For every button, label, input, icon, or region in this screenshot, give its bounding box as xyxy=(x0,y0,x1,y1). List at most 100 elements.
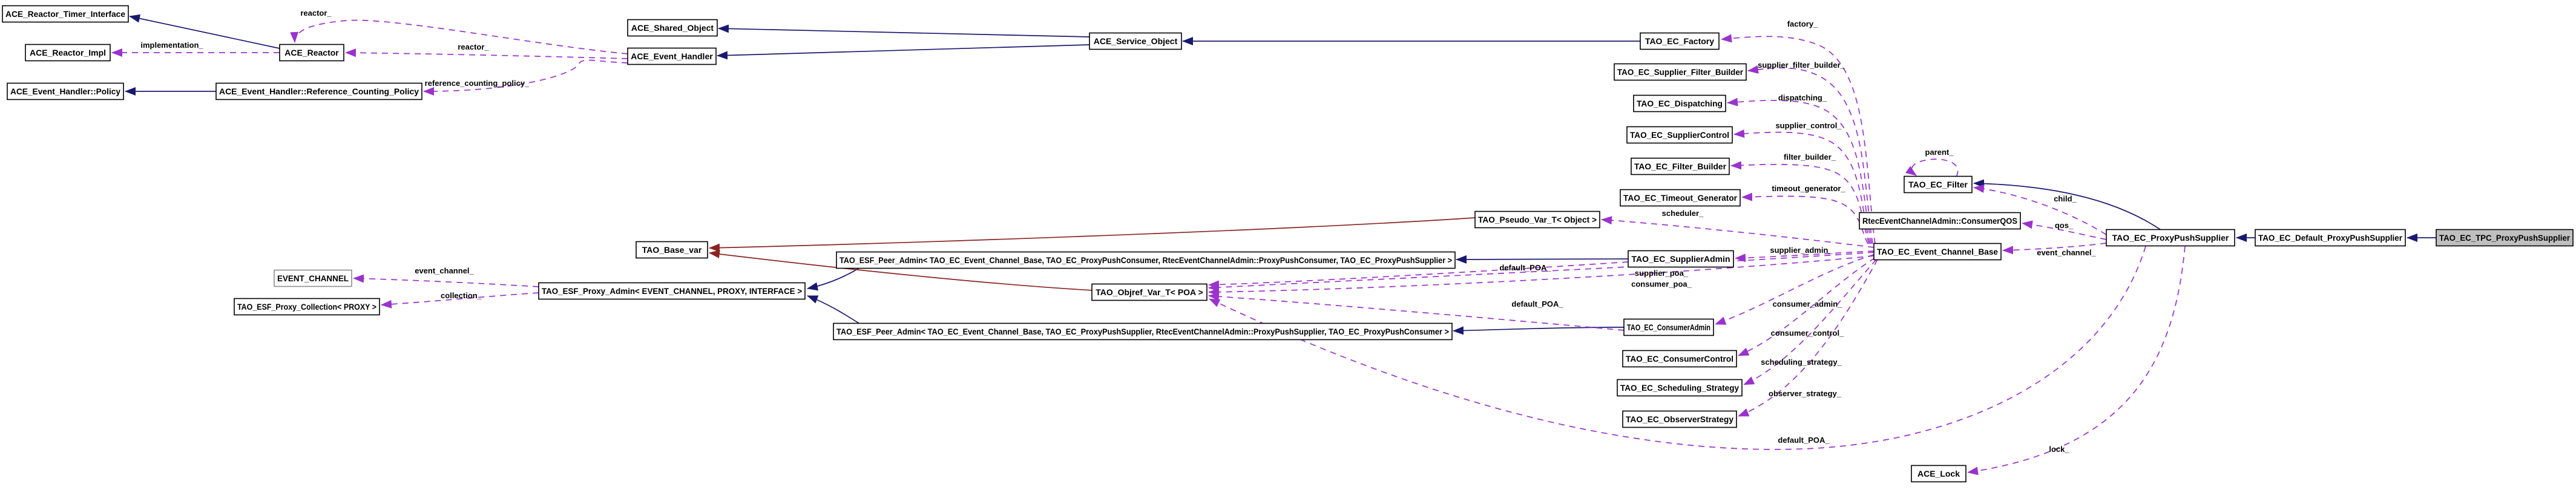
class-node-ace-lock[interactable]: ACE_Lock xyxy=(1911,465,1966,483)
class-node-box xyxy=(833,322,1453,341)
node-layer: ACE_Reactor_Timer_Interface ACE_Reactor_I… xyxy=(2,5,2574,483)
edge-label-collection: collection_ xyxy=(441,291,482,300)
class-node-label: TAO_EC_Filter xyxy=(1908,180,1968,189)
edge-label-child: child_ xyxy=(2054,194,2077,203)
class-node-tao-ec-suppliercontrol[interactable]: TAO_EC_SupplierControl xyxy=(1626,126,1733,144)
edge-label-timeout-generator: timeout_generator_ xyxy=(1772,184,1845,193)
class-node-box xyxy=(1089,32,1182,50)
class-node-box xyxy=(1873,243,2002,261)
class-node-box xyxy=(1614,63,1747,81)
edge-label-supplier-admin: supplier_admin_ xyxy=(1770,246,1833,255)
class-node-box xyxy=(627,47,717,65)
class-node-label: TAO_Objref_Var_T< POA > xyxy=(1096,287,1203,297)
class-node-box xyxy=(1626,126,1733,144)
class-node-tao-ec-filter-builder[interactable]: TAO_EC_Filter_Builder xyxy=(1631,157,1730,175)
class-node-box xyxy=(7,82,124,100)
class-node-tao-pseudo-var-t-object[interactable]: TAO_Pseudo_Var_T< Object > xyxy=(1474,211,1600,229)
class-node-tao-ec-proxypushsupplier[interactable]: TAO_EC_ProxyPushSupplier xyxy=(2106,229,2235,247)
edge-label-qos: qos_ xyxy=(2055,221,2074,230)
edge-label-event-channel: event_channel_ xyxy=(2037,248,2096,257)
uses-edge xyxy=(1738,259,1878,417)
class-node-tao-ec-scheduling-strategy[interactable]: TAO_EC_Scheduling_Strategy xyxy=(1617,379,1743,397)
edge-label-factory: factory_ xyxy=(1787,19,1818,28)
class-node-ace-reactor-impl[interactable]: ACE_Reactor_Impl xyxy=(25,44,111,62)
uses-edge xyxy=(1730,161,1870,244)
class-node-label: TAO_EC_ProxyPushSupplier xyxy=(2112,233,2229,243)
class-node-box xyxy=(25,44,111,62)
edge-label-supplier-poa: supplier_poa_ xyxy=(1635,269,1689,278)
class-node-label: TAO_EC_ConsumerAdmin xyxy=(1627,322,1710,332)
class-node-label: TAO_ESF_Proxy_Admin< EVENT_CHANNEL, PROX… xyxy=(542,286,802,296)
class-node-box xyxy=(636,241,708,259)
class-node-box xyxy=(1617,379,1743,397)
class-node-label: TAO_EC_Filter_Builder xyxy=(1634,162,1727,171)
template-edge xyxy=(709,250,1093,291)
class-node-tao-ec-default-proxypushsupplier[interactable]: TAO_EC_Default_ProxyPushSupplier xyxy=(2255,229,2406,247)
class-node-label: TAO_EC_Default_ProxyPushSupplier xyxy=(2258,233,2403,243)
class-node-label: TAO_Pseudo_Var_T< Object > xyxy=(1478,215,1597,224)
class-node-rtec-eventchanneladmin-consumerqos[interactable]: RtecEventChannelAdmin::ConsumerQOS xyxy=(1859,212,2021,230)
class-node-tao-ec-dispatching[interactable]: TAO_EC_Dispatching xyxy=(1633,94,1726,113)
class-node-box xyxy=(1631,157,1730,175)
class-node-label: RtecEventChannelAdmin::ConsumerQOS xyxy=(1862,216,2017,226)
class-node-tao-ec-filter[interactable]: TAO_EC_Filter xyxy=(1904,175,1973,194)
class-node-label: TAO_EC_Event_Channel_Base xyxy=(1877,247,1998,256)
edge-label-observer-strategy: observer_strategy_ xyxy=(1769,389,1842,398)
uses-edge xyxy=(1733,129,1871,244)
class-node-tao-esf-peer-admin-consumer[interactable]: TAO_ESF_Peer_Admin< TAO_EC_Event_Channel… xyxy=(836,251,1456,269)
class-node-ace-reactor[interactable]: ACE_Reactor xyxy=(279,44,344,62)
class-node-tao-ec-observerstrategy[interactable]: TAO_EC_ObserverStrategy xyxy=(1622,410,1737,428)
class-node-tao-ec-consumeradmin[interactable]: TAO_EC_ConsumerAdmin xyxy=(1623,318,1714,336)
class-node-label: ACE_Reactor_Timer_Interface xyxy=(5,9,125,19)
edge-label-reference-counting-policy: reference_counting_policy_ xyxy=(425,79,530,88)
class-node-box xyxy=(1904,175,1973,194)
class-node-label: ACE_Event_Handler xyxy=(631,51,713,61)
class-node-label: TAO_EC_SupplierAdmin xyxy=(1631,254,1730,264)
inherit-edge xyxy=(1973,179,2161,230)
inherit-edge xyxy=(717,44,1090,60)
edge-label-supplier-filter-builder: supplier_filter_builder_ xyxy=(1758,60,1845,70)
uses-edge xyxy=(1735,250,1874,263)
class-node-ace-event-handler[interactable]: ACE_Event_Handler xyxy=(627,47,717,65)
class-node-ace-reactor-timer-interface[interactable]: ACE_Reactor_Timer_Interface xyxy=(2,5,129,23)
edge-label-default-POA: default_POA_ xyxy=(1499,263,1551,272)
class-node-tao-ec-factory[interactable]: TAO_EC_Factory xyxy=(1640,32,1720,50)
class-node-label: TAO_ESF_Proxy_Collection< PROXY > xyxy=(237,302,376,312)
class-node-ace-event-handler-policy[interactable]: ACE_Event_Handler::Policy xyxy=(7,82,124,100)
class-node-label: TAO_EC_Factory xyxy=(1645,36,1714,46)
class-node-label: TAO_EC_ConsumerControl xyxy=(1626,354,1733,364)
class-node-tao-ec-consumercontrol[interactable]: TAO_EC_ConsumerControl xyxy=(1622,350,1737,368)
class-node-tao-objref-var-t-poa[interactable]: TAO_Objref_Var_T< POA > xyxy=(1091,283,1208,301)
uses-edge xyxy=(1727,97,1872,244)
class-node-tao-ec-supplieradmin[interactable]: TAO_EC_SupplierAdmin xyxy=(1628,250,1734,268)
class-node-label: TAO_EC_Scheduling_Strategy xyxy=(1620,383,1739,393)
class-node-label: TAO_EC_Dispatching xyxy=(1637,99,1723,108)
class-node-tao-ec-timeout-generator[interactable]: TAO_EC_Timeout_Generator xyxy=(1620,189,1741,207)
class-node-tao-esf-peer-admin-supplier[interactable]: TAO_ESF_Peer_Admin< TAO_EC_Event_Channel… xyxy=(833,322,1453,341)
class-node-box xyxy=(1622,410,1737,428)
class-node-label: TAO_EC_TPC_ProxyPushSupplier xyxy=(2439,233,2571,243)
class-node-label: TAO_EC_Timeout_Generator xyxy=(1623,193,1738,203)
edge-label-filter-builder: filter_builder_ xyxy=(1784,152,1836,162)
class-node-tao-esf-proxy-collection[interactable]: TAO_ESF_Proxy_Collection< PROXY > xyxy=(234,298,380,316)
class-node-ace-shared-object[interactable]: ACE_Shared_Object xyxy=(627,19,718,37)
class-node-tao-ec-event-channel-base[interactable]: TAO_EC_Event_Channel_Base xyxy=(1873,243,2002,261)
class-node-tao-base-var[interactable]: TAO_Base_var xyxy=(636,241,708,259)
class-node-label: ACE_Event_Handler::Reference_Counting_Po… xyxy=(219,87,419,96)
class-node-label: ACE_Lock xyxy=(1917,469,1960,478)
edge-label-consumer-poa: consumer_poa_ xyxy=(1631,279,1692,289)
uses-edge xyxy=(1715,254,1874,325)
class-node-label: TAO_EC_ObserverStrategy xyxy=(1626,414,1733,424)
class-node-box xyxy=(1633,94,1726,113)
class-node-box xyxy=(215,82,422,100)
class-node-tao-ec-supplier-filter-builder[interactable]: TAO_EC_Supplier_Filter_Builder xyxy=(1614,63,1747,81)
class-node-box xyxy=(1091,283,1208,301)
class-node-box xyxy=(1911,465,1966,483)
class-node-tao-ec-tpc-proxypushsupplier: TAO_EC_TPC_ProxyPushSupplier xyxy=(2436,229,2574,247)
uses-edge xyxy=(345,48,628,59)
class-node-ace-service-object[interactable]: ACE_Service_Object xyxy=(1089,32,1182,50)
class-node-ace-event-handler-reference-counting-policy[interactable]: ACE_Event_Handler::Reference_Counting_Po… xyxy=(215,82,422,100)
class-node-label: ACE_Event_Handler::Policy xyxy=(10,87,120,96)
class-node-tao-esf-proxy-admin[interactable]: TAO_ESF_Proxy_Admin< EVENT_CHANNEL, PROX… xyxy=(538,282,806,300)
edge-label-implementation: implementation_ xyxy=(140,41,203,50)
